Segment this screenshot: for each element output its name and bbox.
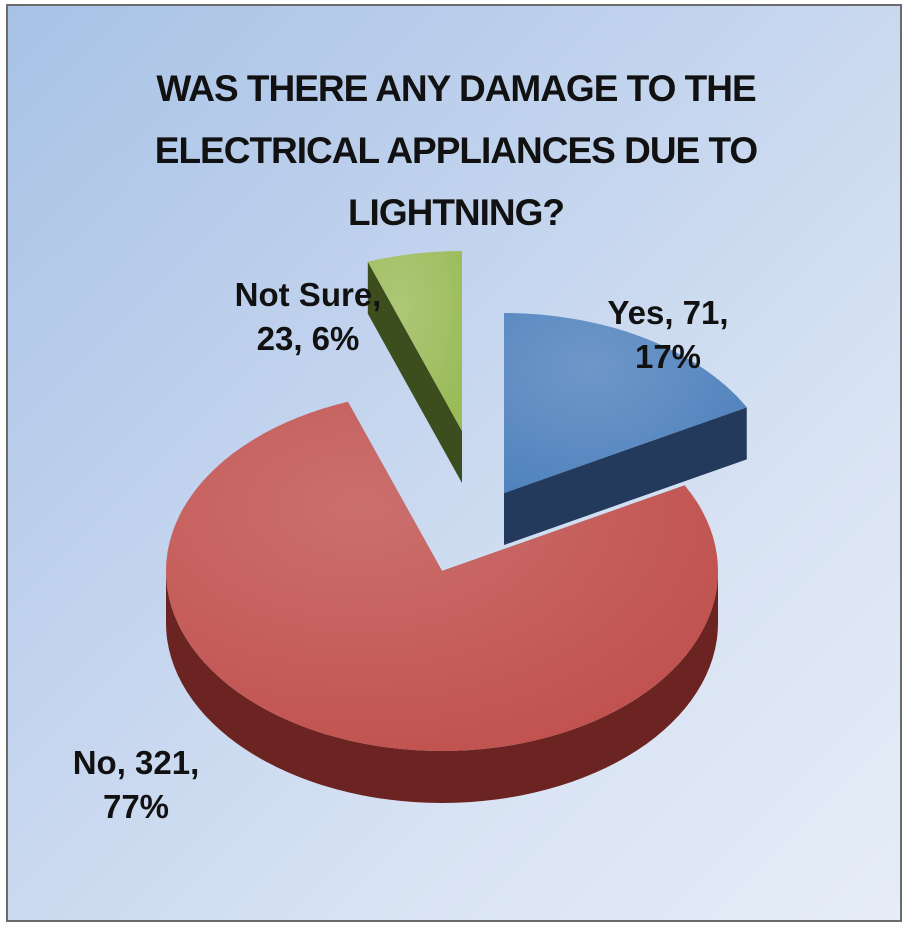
chart-title-line-3: LIGHTNING? <box>347 192 565 233</box>
pie-label-line: Yes, 71, <box>607 294 728 331</box>
pie-slice-shine-no <box>166 401 718 751</box>
pie-label-line: 77% <box>103 788 169 825</box>
pie-label-line: No, 321, <box>73 744 200 781</box>
pie-label-no: No, 321, 77% <box>73 744 200 825</box>
pie-label-line: 17% <box>635 338 701 375</box>
pie-chart: Yes, 71, 17% No, 321, 77% Not Sure, 23, 6% <box>73 251 747 825</box>
pie-label-yes: Yes, 71, 17% <box>607 294 728 375</box>
pie-slice-side-no <box>166 571 718 803</box>
chart-title-line-1: WAS THERE ANY DAMAGE TO THE <box>156 68 756 109</box>
pie-slice-cut-yes-1 <box>504 407 747 545</box>
pie-label-line: 23, 6% <box>257 320 360 357</box>
pie-slice-cut-not-sure-0 <box>367 261 462 483</box>
chart-title: WAS THERE ANY DAMAGE TO THE ELECTRICAL A… <box>8 58 900 244</box>
pie-label-line: Not Sure, <box>235 276 382 313</box>
chart-title-line-2: ELECTRICAL APPLIANCES DUE TO <box>154 130 758 171</box>
pie-label-not-sure: Not Sure, 23, 6% <box>235 276 382 357</box>
chart-frame: WAS THERE ANY DAMAGE TO THE ELECTRICAL A… <box>6 4 902 922</box>
pie-slice-shine-yes <box>504 313 747 493</box>
pie-slice-shine-not-sure <box>367 251 462 431</box>
